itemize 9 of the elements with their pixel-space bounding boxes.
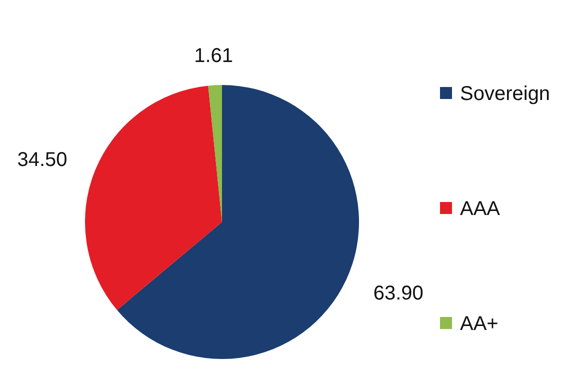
data-label: 1.61 xyxy=(194,45,234,68)
pie-slice xyxy=(85,86,222,310)
data-label: 34.50 xyxy=(17,149,68,172)
data-label: 63.90 xyxy=(373,282,424,305)
legend-label: AA+ xyxy=(460,313,498,335)
pie-slice xyxy=(208,85,222,222)
pie-slice xyxy=(117,85,359,359)
legend-label: AAA xyxy=(460,198,501,220)
legend-label: Sovereign xyxy=(460,83,550,105)
